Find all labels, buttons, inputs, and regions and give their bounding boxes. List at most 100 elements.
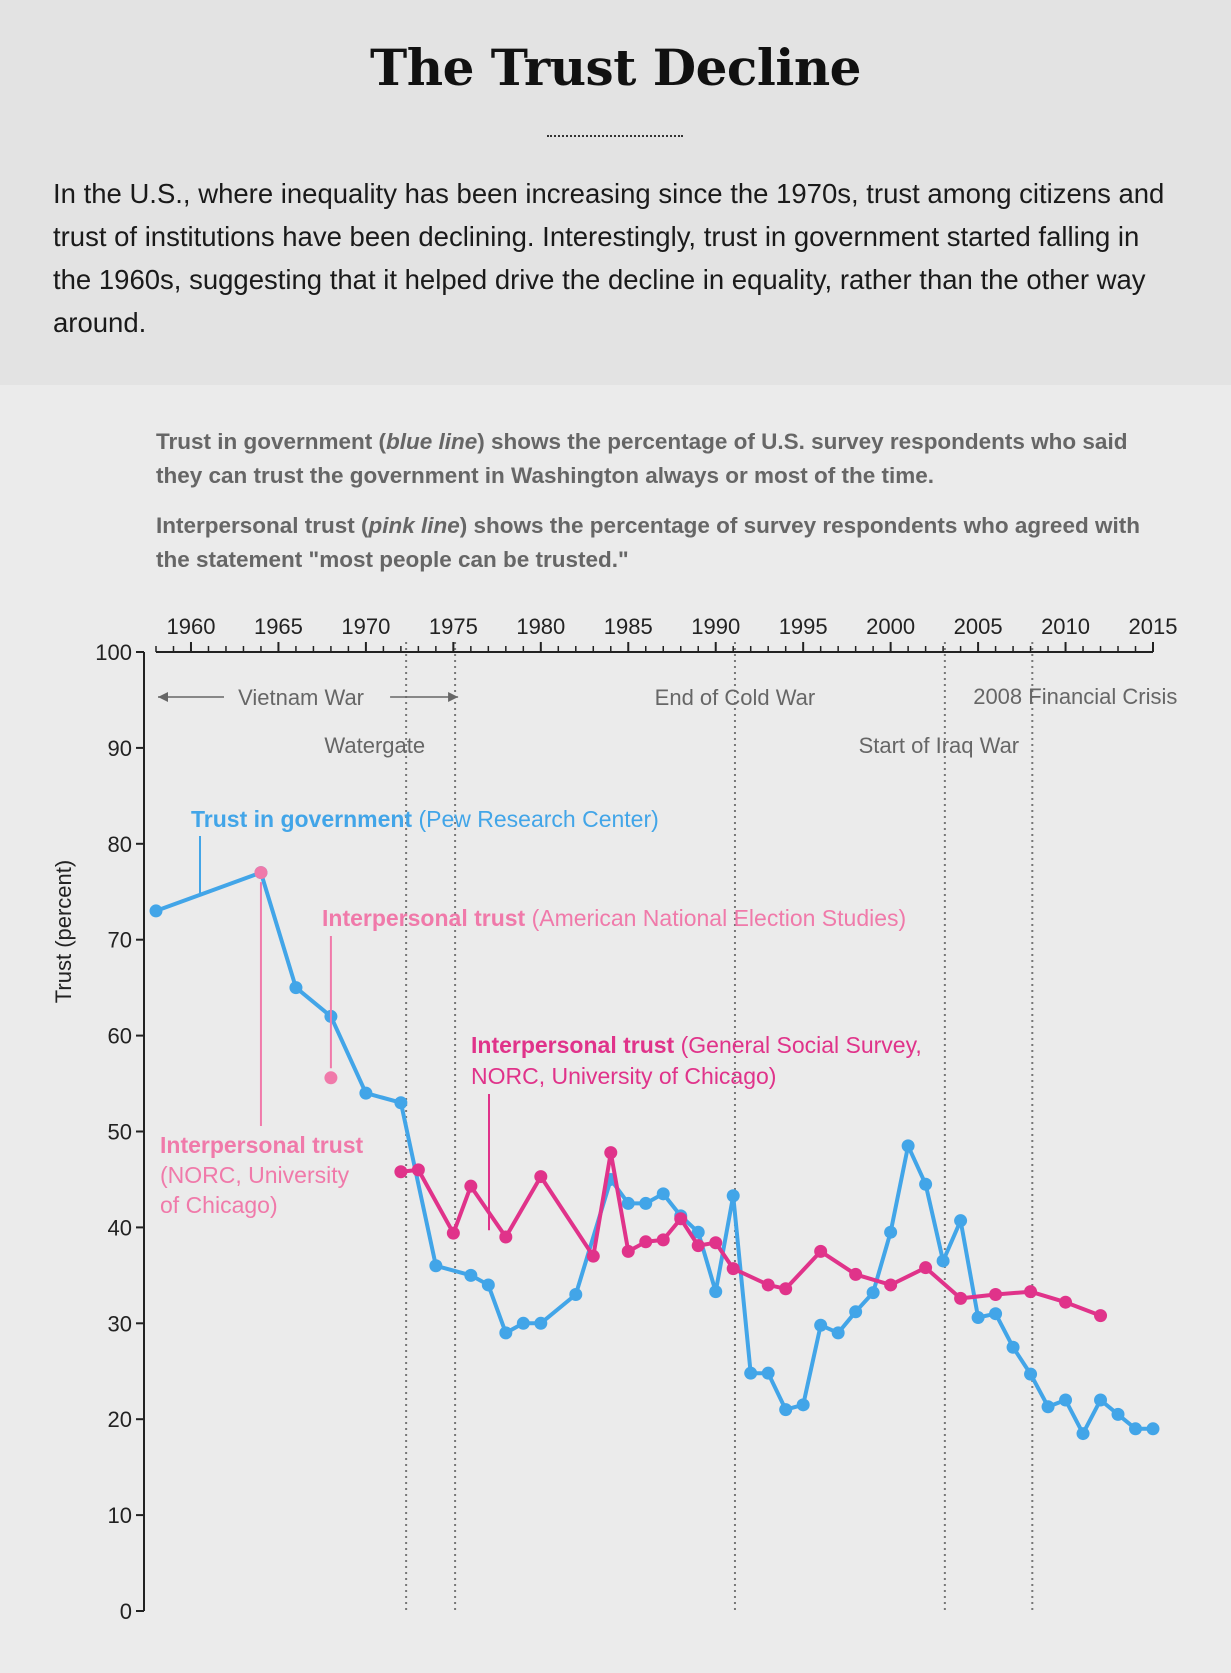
- gss-point-1: [411, 1163, 425, 1177]
- gov-point-14: [621, 1196, 635, 1210]
- x-tick-label-1995: 1995: [779, 614, 828, 639]
- gov-point-19: [709, 1285, 723, 1299]
- gss-series-label-bold: Interpersonal trust: [471, 1032, 675, 1058]
- gss-point-12: [691, 1239, 705, 1253]
- gss-point-20: [919, 1261, 933, 1275]
- inter-note-b: ) shows the percentage of survey respond…: [156, 513, 1140, 572]
- gov-point-31: [919, 1177, 933, 1191]
- y-tick-label-40: 40: [108, 1215, 132, 1240]
- gov-note-em: blue line: [386, 429, 478, 454]
- gov-point-12: [569, 1288, 583, 1302]
- event-label-2: End of Cold War: [655, 685, 816, 710]
- gov-point-39: [1059, 1393, 1073, 1407]
- gov-point-4: [359, 1086, 373, 1100]
- gov-point-36: [1006, 1340, 1020, 1354]
- gov-point-29: [884, 1225, 898, 1239]
- gss-point-14: [726, 1262, 740, 1276]
- gov-point-2: [289, 981, 303, 995]
- gss-point-21: [954, 1291, 968, 1305]
- x-tick-label-2015: 2015: [1129, 614, 1178, 639]
- gov-point-8: [481, 1278, 495, 1292]
- gov-series-label-bold: Trust in government: [191, 806, 412, 832]
- gov-point-20: [726, 1189, 740, 1203]
- inter-note-a: Interpersonal trust (: [156, 513, 369, 538]
- x-tick-label-1975: 1975: [429, 614, 478, 639]
- gov-point-10: [516, 1316, 530, 1330]
- gov-point-38: [1041, 1400, 1055, 1414]
- gov-point-25: [814, 1318, 828, 1332]
- x-tick-label-2010: 2010: [1041, 614, 1090, 639]
- gss-point-6: [586, 1249, 600, 1263]
- y-axis-label: Trust (percent): [51, 860, 76, 1003]
- y-tick-label-60: 60: [108, 1024, 132, 1049]
- gss-point-0: [394, 1165, 408, 1179]
- vietnam-arrow-right-head: [448, 692, 459, 702]
- gov-point-42: [1111, 1407, 1125, 1421]
- gss-series-label-rest: (General Social Survey,: [674, 1032, 922, 1058]
- gss-series-label: Interpersonal trust (General Social Surv…: [471, 1032, 922, 1058]
- interpersonal-note: Interpersonal trust (pink line) shows th…: [156, 509, 1156, 577]
- gss-point-18: [849, 1267, 863, 1281]
- gss-point-8: [621, 1244, 635, 1258]
- gss-point-11: [674, 1212, 688, 1226]
- gss-point-3: [464, 1179, 478, 1193]
- gov-point-32: [936, 1254, 950, 1268]
- event-label-3: Start of Iraq War: [859, 733, 1020, 758]
- gov-point-7: [464, 1268, 478, 1282]
- gov-point-35: [989, 1307, 1003, 1321]
- anes-point-0: [254, 866, 268, 880]
- gov-point-22: [761, 1366, 775, 1380]
- gov-note-b: ) shows the percentage of U.S. survey re…: [156, 429, 1128, 488]
- gss-point-10: [656, 1233, 670, 1247]
- gss-point-23: [1024, 1285, 1038, 1299]
- y-tick-label-90: 90: [108, 736, 132, 761]
- gss-point-2: [446, 1226, 460, 1240]
- gss-point-13: [709, 1236, 723, 1250]
- gov-point-28: [866, 1286, 880, 1300]
- gov-note-a: Trust in government (: [156, 429, 387, 454]
- y-tick-label-30: 30: [108, 1311, 132, 1336]
- gov-point-41: [1094, 1393, 1108, 1407]
- gov-point-6: [429, 1259, 443, 1273]
- gov-point-11: [534, 1316, 548, 1330]
- gov-point-18: [691, 1225, 705, 1239]
- gss-point-25: [1094, 1309, 1108, 1323]
- inter-note-em: pink line: [368, 513, 460, 538]
- gss-series-label-line2: NORC, University of Chicago): [471, 1063, 776, 1089]
- gss-point-9: [639, 1235, 653, 1249]
- x-tick-label-2005: 2005: [954, 614, 1003, 639]
- anes-series-label-bold: Interpersonal trust: [322, 905, 526, 931]
- x-tick-label-1990: 1990: [691, 614, 740, 639]
- gov-point-37: [1024, 1367, 1038, 1381]
- gov-point-9: [499, 1326, 513, 1340]
- y-tick-label-20: 20: [108, 1407, 132, 1432]
- y-tick-label-100: 100: [95, 640, 132, 665]
- gov-point-44: [1146, 1422, 1160, 1436]
- gov-point-27: [849, 1305, 863, 1319]
- gss-point-22: [989, 1288, 1003, 1302]
- gss-point-15: [761, 1278, 775, 1292]
- gss-point-16: [779, 1282, 793, 1296]
- gss-line: [400, 1150, 1102, 1318]
- x-tick-label-1970: 1970: [341, 614, 390, 639]
- anes-series-label: Interpersonal trust (American National E…: [322, 905, 906, 931]
- norc-series-label: Interpersonal trust: [160, 1132, 364, 1158]
- gss-point-17: [814, 1244, 828, 1258]
- gss-point-4: [499, 1230, 513, 1244]
- y-tick-label-0: 0: [120, 1599, 132, 1624]
- gov-note: Trust in government (blue line) shows th…: [156, 425, 1156, 493]
- gov-point-24: [796, 1398, 810, 1412]
- gov-point-30: [901, 1139, 915, 1153]
- x-tick-label-1965: 1965: [254, 614, 303, 639]
- y-tick-label-50: 50: [108, 1120, 132, 1145]
- gov-point-16: [656, 1187, 670, 1201]
- x-tick-label-1985: 1985: [604, 614, 653, 639]
- gov-point-5: [394, 1096, 408, 1110]
- y-tick-label-70: 70: [108, 928, 132, 953]
- gov-point-33: [954, 1214, 968, 1228]
- gov-point-15: [639, 1196, 653, 1210]
- gov-point-40: [1076, 1427, 1090, 1441]
- gov-point-23: [779, 1403, 793, 1417]
- anes-point-1: [324, 1071, 338, 1085]
